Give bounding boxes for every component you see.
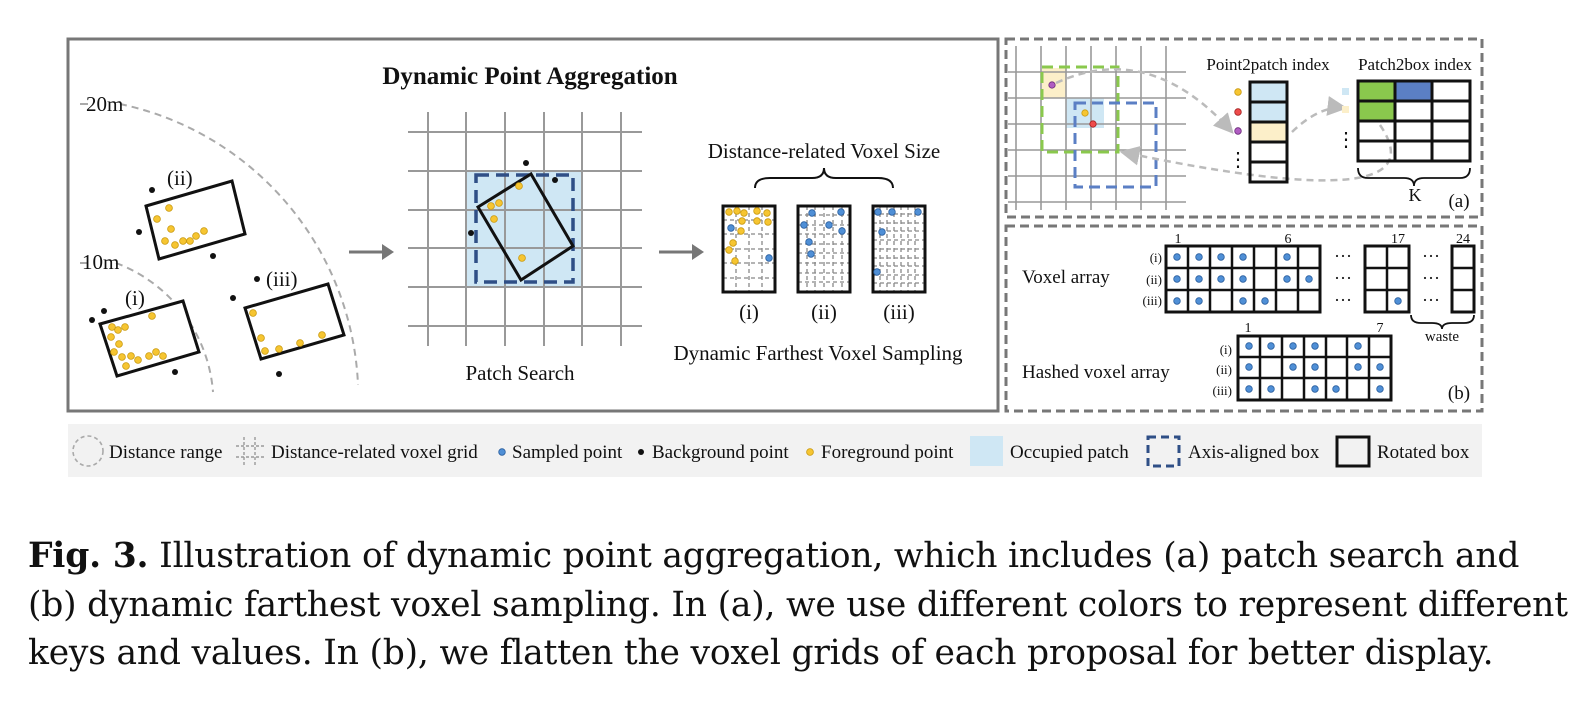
- proposal-label-ii: (ii): [167, 166, 193, 190]
- distance-range-icon: [72, 435, 104, 467]
- voxel-array-block: [1164, 244, 1322, 314]
- voxel-row-label-i: (i): [1150, 250, 1162, 265]
- voxel-label-ii: (ii): [811, 300, 837, 324]
- connector-patch-to-box: [1291, 95, 1348, 133]
- background-point-icon: [638, 449, 644, 455]
- k-brace: [1357, 167, 1471, 187]
- voxel-ellipsis-3: ···: [1334, 290, 1352, 310]
- axis-aligned-box: [474, 173, 575, 284]
- legend-label-axis-aligned-box: Axis-aligned box: [1188, 442, 1320, 463]
- point2patch-ellipsis: ⋮: [1228, 149, 1248, 171]
- arrow-right-icon: [659, 244, 704, 260]
- main-panel-frame: [66, 37, 1000, 413]
- foreground-point-icon: [806, 448, 814, 456]
- panel-a-tag: (a): [1448, 191, 1469, 212]
- patch2box-ellipsis: ⋮: [1336, 129, 1356, 151]
- voxel-label-iii: (iii): [883, 300, 915, 324]
- legend-label-occupied-patch: Occupied patch: [1010, 442, 1129, 463]
- voxel-grid-ii: [796, 204, 852, 294]
- legend-label-distance-range: Distance range: [109, 442, 222, 463]
- patch2box-label: Patch2box index: [1358, 55, 1472, 74]
- range-arc-20m: [119, 103, 359, 386]
- key-dot-red: [1234, 108, 1242, 116]
- caption-text: Illustration of dynamic point aggregatio…: [28, 536, 1568, 673]
- hashed-voxel-array-block: [1236, 334, 1393, 402]
- panel-b-frame: [1004, 224, 1484, 413]
- voxel-label-i: (i): [739, 300, 759, 324]
- voxel-array-block-24: [1450, 244, 1476, 314]
- range-label-20m: 20m: [86, 92, 123, 116]
- hashed-row-label-iii: (iii): [1213, 383, 1233, 398]
- voxel-size-brace: [754, 167, 894, 189]
- legend-label-voxel-grid: Distance-related voxel grid: [271, 442, 478, 463]
- sampled-point-icon: [498, 448, 506, 456]
- connector-box-to-patch: [1119, 124, 1393, 182]
- key-square-light-blue: [1342, 88, 1349, 95]
- hashed-index-1: 1: [1245, 321, 1252, 336]
- main-panel-title: Dynamic Point Aggregation: [382, 63, 677, 90]
- voxel-index-24: 24: [1456, 232, 1470, 247]
- voxel-array-label: Voxel array: [1022, 267, 1110, 288]
- hashed-index-7: 7: [1377, 321, 1384, 336]
- voxel-ellipsis-5: ···: [1422, 268, 1440, 288]
- patch-search-grid: [408, 112, 642, 346]
- voxel-index-1: 1: [1175, 232, 1182, 247]
- proposal-label-iii: (iii): [266, 267, 298, 291]
- voxel-grid-iii: [871, 204, 927, 294]
- legend-bar: [68, 424, 1482, 477]
- hashed-row-label-i: (i): [1220, 342, 1232, 357]
- axis-aligned-box-icon: [1146, 435, 1181, 468]
- key-dot-yellow: [1234, 88, 1242, 96]
- legend-label-background-point: Background point: [652, 442, 789, 463]
- patch2box-table: [1356, 79, 1472, 163]
- voxel-ellipsis-4: ···: [1422, 246, 1440, 266]
- range-label-10m: 10m: [82, 250, 119, 274]
- voxel-index-6: 6: [1285, 232, 1292, 247]
- rotated-box-icon: [1335, 435, 1371, 468]
- waste-label: waste: [1425, 329, 1459, 345]
- proposal-label-i: (i): [125, 286, 145, 310]
- panel-a-frame: [1004, 37, 1484, 219]
- waste-brace: [1410, 314, 1475, 330]
- panel-a-grid: [1008, 46, 1186, 210]
- proposal-box-ii: [136, 179, 247, 261]
- key-square-cream: [1342, 106, 1349, 113]
- voxel-row-label-ii: (ii): [1146, 272, 1162, 287]
- arrow-right-icon: [349, 244, 394, 260]
- proposal-box-iii: [230, 276, 346, 377]
- occupied-patch-icon: [970, 436, 1003, 466]
- voxel-size-label: Distance-related Voxel Size: [708, 139, 940, 163]
- voxel-ellipsis-1: ···: [1334, 246, 1352, 266]
- patch-search-label: Patch Search: [465, 361, 575, 385]
- voxel-index-17: 17: [1391, 232, 1405, 247]
- dfvs-label: Dynamic Farthest Voxel Sampling: [673, 341, 963, 365]
- voxel-ellipsis-6: ···: [1422, 290, 1440, 310]
- voxel-row-label-iii: (iii): [1143, 293, 1163, 308]
- voxel-array-block-17: [1363, 244, 1411, 314]
- hashed-voxel-array-label: Hashed voxel array: [1022, 362, 1170, 383]
- point2patch-table: [1248, 80, 1289, 184]
- voxel-grid-i: [721, 204, 777, 294]
- point2patch-label: Point2patch index: [1206, 55, 1330, 74]
- hashed-row-label-ii: (ii): [1216, 362, 1232, 377]
- panel-b-tag: (b): [1448, 383, 1470, 404]
- rotated-box: [475, 171, 576, 283]
- voxel-ellipsis-2: ···: [1334, 268, 1352, 288]
- legend-label-sampled-point: Sampled point: [512, 442, 623, 463]
- figure-number: Fig. 3.: [28, 536, 149, 576]
- k-label: K: [1409, 185, 1422, 205]
- figure-caption: Fig. 3. Illustration of dynamic point ag…: [28, 532, 1573, 678]
- key-dot-purple: [1234, 127, 1242, 135]
- legend-label-foreground-point: Foreground point: [821, 442, 954, 463]
- legend-label-rotated-box: Rotated box: [1377, 442, 1470, 463]
- proposal-box-i: [89, 299, 201, 378]
- connector-point-to-patch: [1055, 68, 1234, 134]
